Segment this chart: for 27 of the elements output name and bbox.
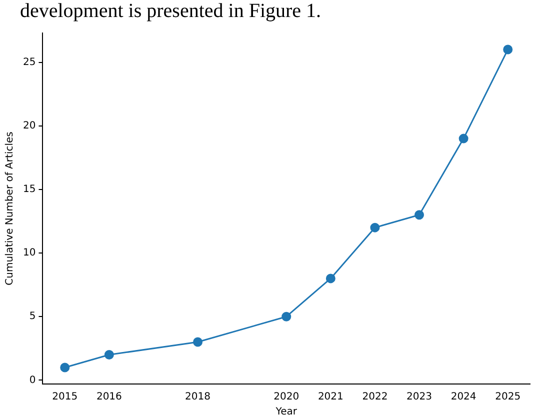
y-tick-label: 15 (22, 184, 36, 196)
point (414, 210, 424, 220)
y-axis-title: Cumulative Number of Articles (4, 132, 16, 286)
y-tick-label: 25 (22, 56, 36, 68)
point (282, 312, 292, 322)
point (60, 362, 70, 372)
point (193, 337, 203, 347)
x-tick-label: 2022 (362, 392, 388, 403)
point (458, 134, 468, 144)
text: development is presented in Figure 1. (20, 0, 322, 23)
y-tick-label: 20 (22, 120, 36, 132)
x-tick-label: 2024 (450, 392, 476, 403)
y-tick-label: 10 (22, 248, 36, 259)
x-axis-title: Year (274, 406, 298, 418)
x-tick-label: 2020 (274, 392, 300, 403)
x-tick-label: 2016 (96, 392, 122, 403)
point (326, 274, 336, 284)
x-tick-label: 2025 (495, 392, 521, 403)
x-tick-label: 2021 (318, 392, 344, 403)
point (503, 44, 513, 54)
point (104, 350, 114, 360)
x-tick-label: 2023 (406, 392, 432, 403)
point (370, 222, 380, 232)
y-tick-label: 5 (29, 311, 36, 322)
y-tick-label: 0 (29, 374, 36, 386)
x-tick-label: 2018 (185, 392, 210, 403)
x-tick-label: 2015 (52, 392, 78, 403)
